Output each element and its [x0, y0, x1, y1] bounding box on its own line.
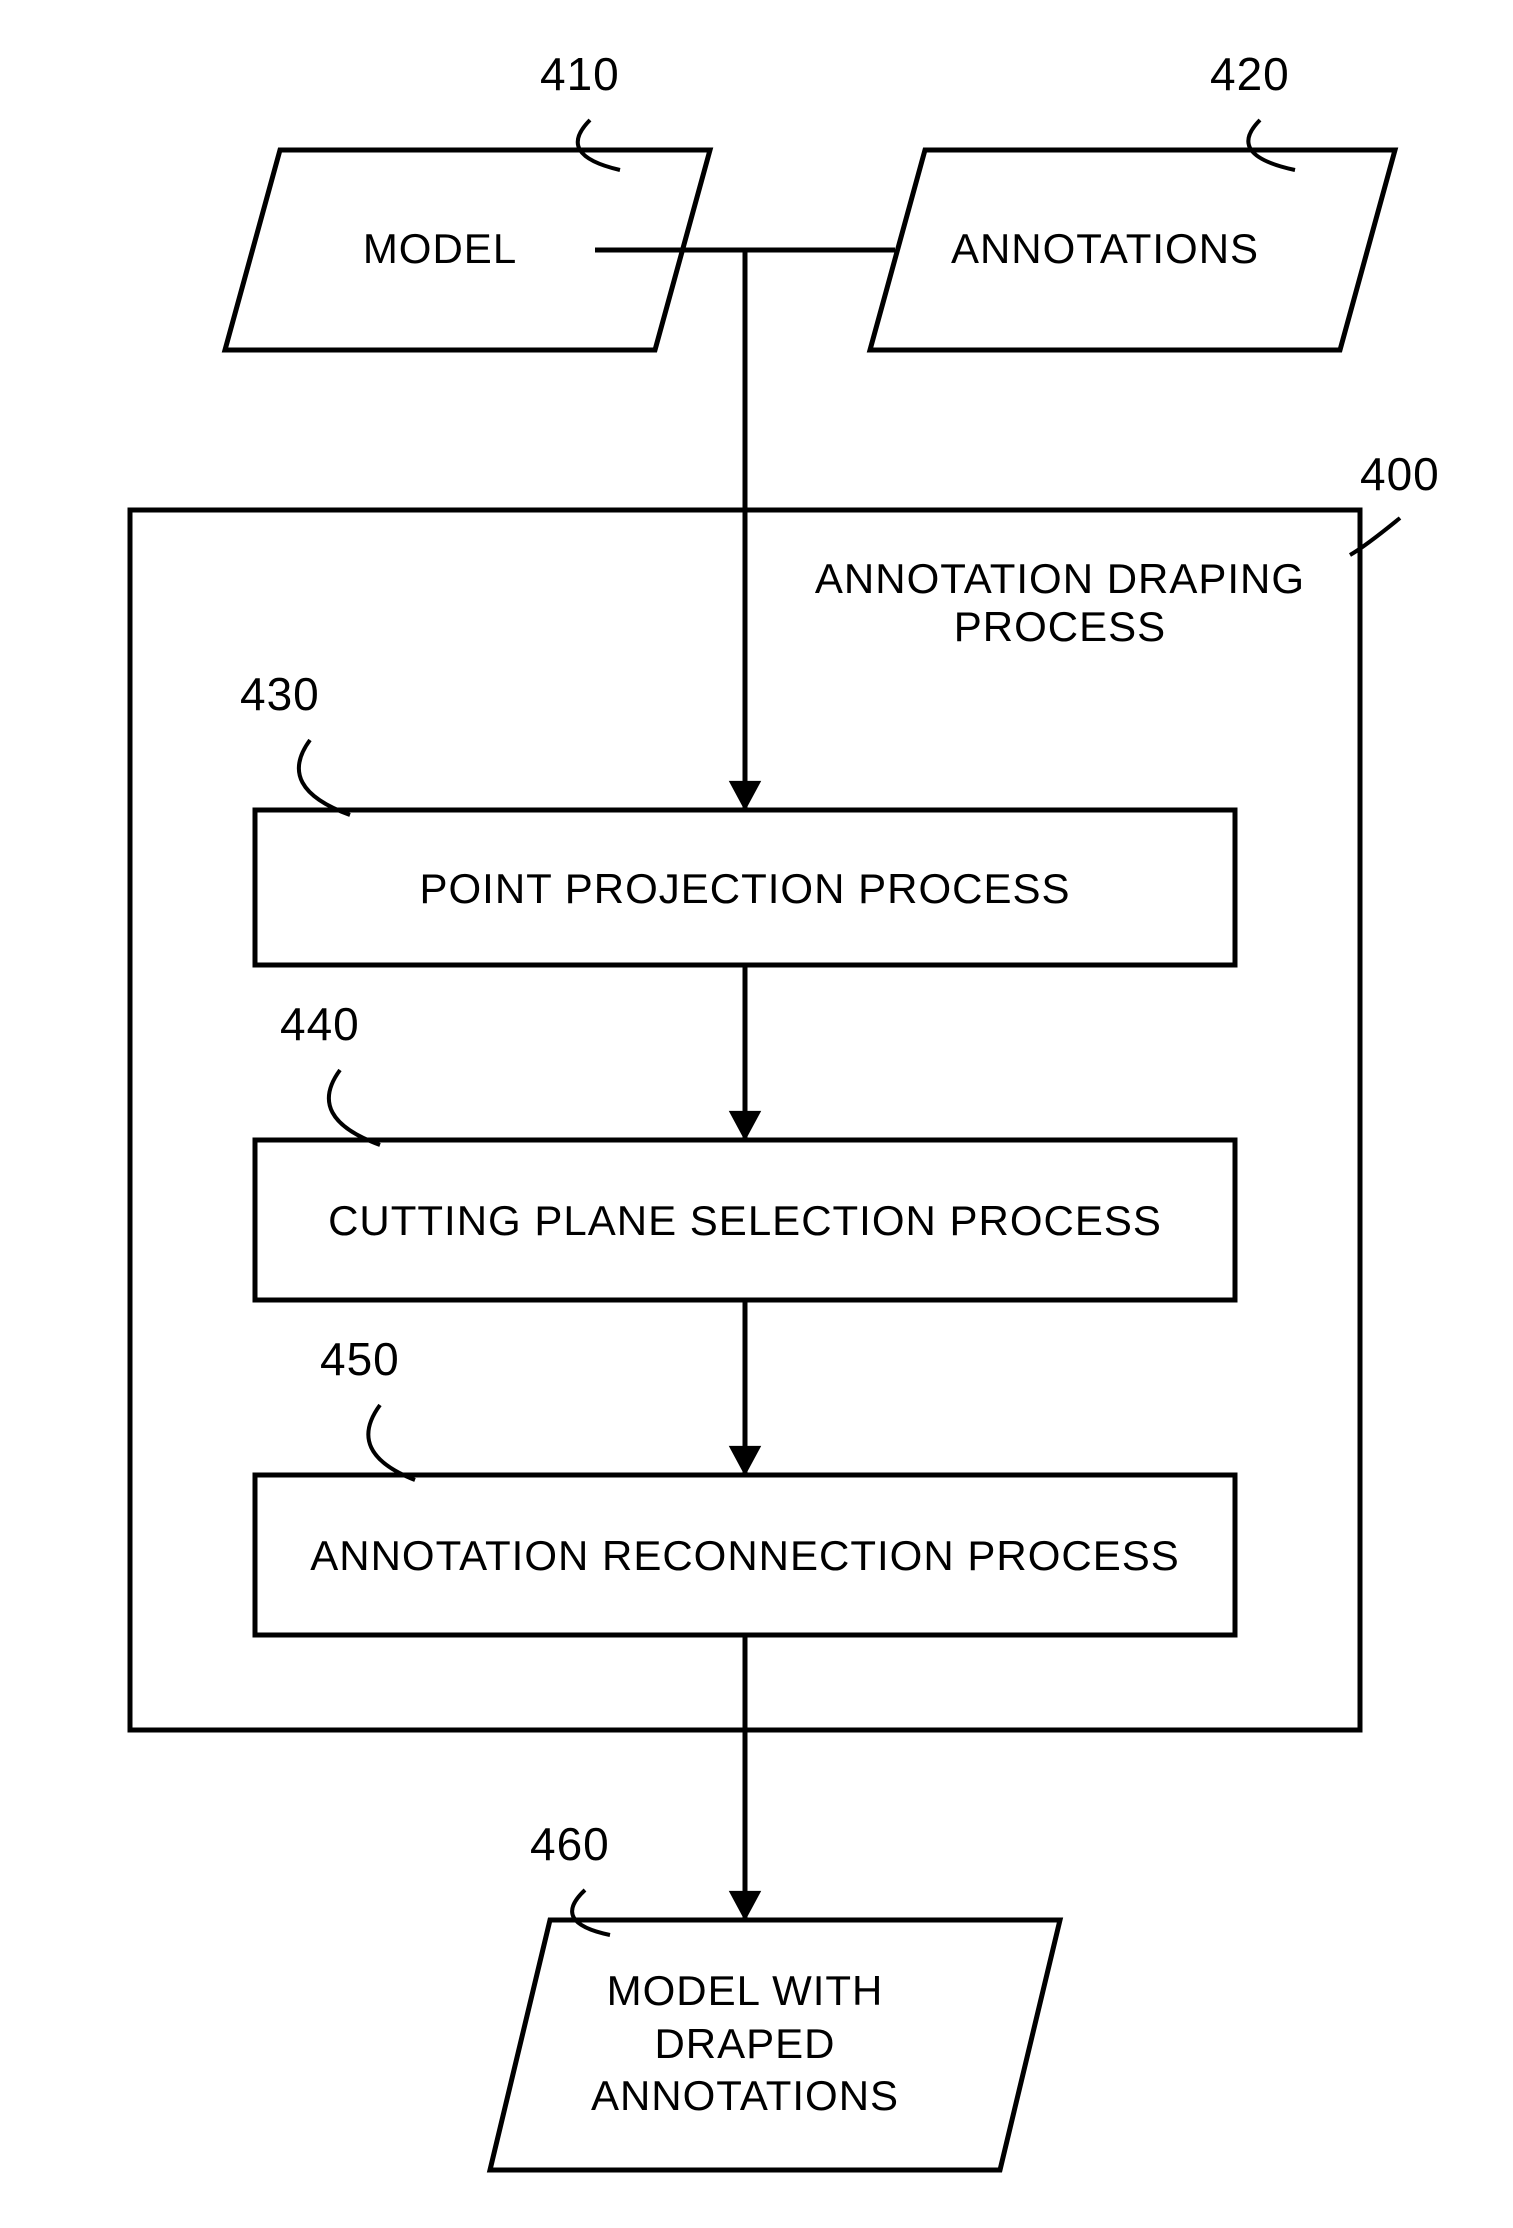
ref-400: 400 — [1360, 448, 1440, 501]
ref-440: 440 — [280, 998, 360, 1051]
leader-model — [578, 120, 620, 170]
ref-430: 430 — [240, 668, 320, 721]
leader-output — [572, 1890, 610, 1935]
arrowhead-5 — [730, 1891, 761, 1920]
leader-annotations — [1248, 120, 1295, 170]
leader-proc1 — [299, 740, 350, 815]
leader-proc3 — [368, 1405, 415, 1480]
arrowhead-2 — [730, 781, 761, 810]
leader-proc2 — [329, 1070, 380, 1145]
node-proc1-text: POINT PROJECTION PROCESS — [255, 865, 1235, 913]
arrowhead-3 — [730, 1111, 761, 1140]
node-proc2-text: CUTTING PLANE SELECTION PROCESS — [255, 1197, 1235, 1245]
node-output-text: MODEL WITHDRAPEDANNOTATIONS — [490, 1965, 1000, 2123]
node-proc3-text: ANNOTATION RECONNECTION PROCESS — [255, 1532, 1235, 1580]
ref-410: 410 — [540, 48, 620, 101]
node-output-text-span: MODEL WITHDRAPEDANNOTATIONS — [591, 1965, 899, 2123]
node-model-text: MODEL — [225, 225, 655, 273]
arrowhead-4 — [730, 1446, 761, 1475]
ref-420: 420 — [1210, 48, 1290, 101]
ref-450: 450 — [320, 1333, 400, 1386]
node-annotations-text: ANNOTATIONS — [870, 225, 1340, 273]
ref-460: 460 — [530, 1818, 610, 1871]
container-title: ANNOTATION DRAPINGPROCESS — [790, 555, 1330, 652]
container-title-line1: ANNOTATION DRAPINGPROCESS — [815, 555, 1305, 652]
